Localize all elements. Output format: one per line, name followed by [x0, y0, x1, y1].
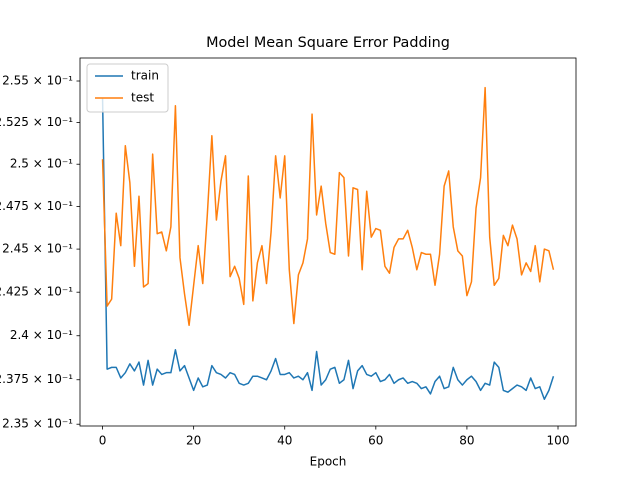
line	[101, 97, 555, 400]
y-tick-label: 2.35 × 10⁻¹	[2, 417, 73, 431]
x-tick-label: 0	[99, 434, 107, 448]
x-tick-label: 80	[459, 434, 474, 448]
x-tick-label: 100	[547, 434, 570, 448]
y-tick-label: 2.55 × 10⁻¹	[2, 74, 73, 88]
legend-label: test	[131, 91, 154, 105]
line	[101, 86, 555, 326]
x-axis-label: Epoch	[310, 455, 347, 469]
chart-title: Model Mean Square Error Padding	[206, 35, 450, 51]
y-tick-label: 2.475 × 10⁻¹	[0, 199, 73, 213]
x-tick-label: 20	[186, 434, 201, 448]
x-tick-label: 40	[277, 434, 292, 448]
x-tick-label: 60	[368, 434, 383, 448]
legend-label: train	[131, 69, 159, 83]
y-tick-label: 2.4 × 10⁻¹	[10, 328, 73, 342]
axes-frame	[79, 57, 577, 427]
y-tick-label: 2.525 × 10⁻¹	[0, 115, 73, 129]
y-tick-label: 2.425 × 10⁻¹	[0, 285, 73, 299]
y-tick-label: 2.45 × 10⁻¹	[2, 242, 73, 256]
y-tick-label: 2.375 × 10⁻¹	[0, 372, 73, 386]
y-tick-label: 2.5 × 10⁻¹	[10, 157, 73, 171]
